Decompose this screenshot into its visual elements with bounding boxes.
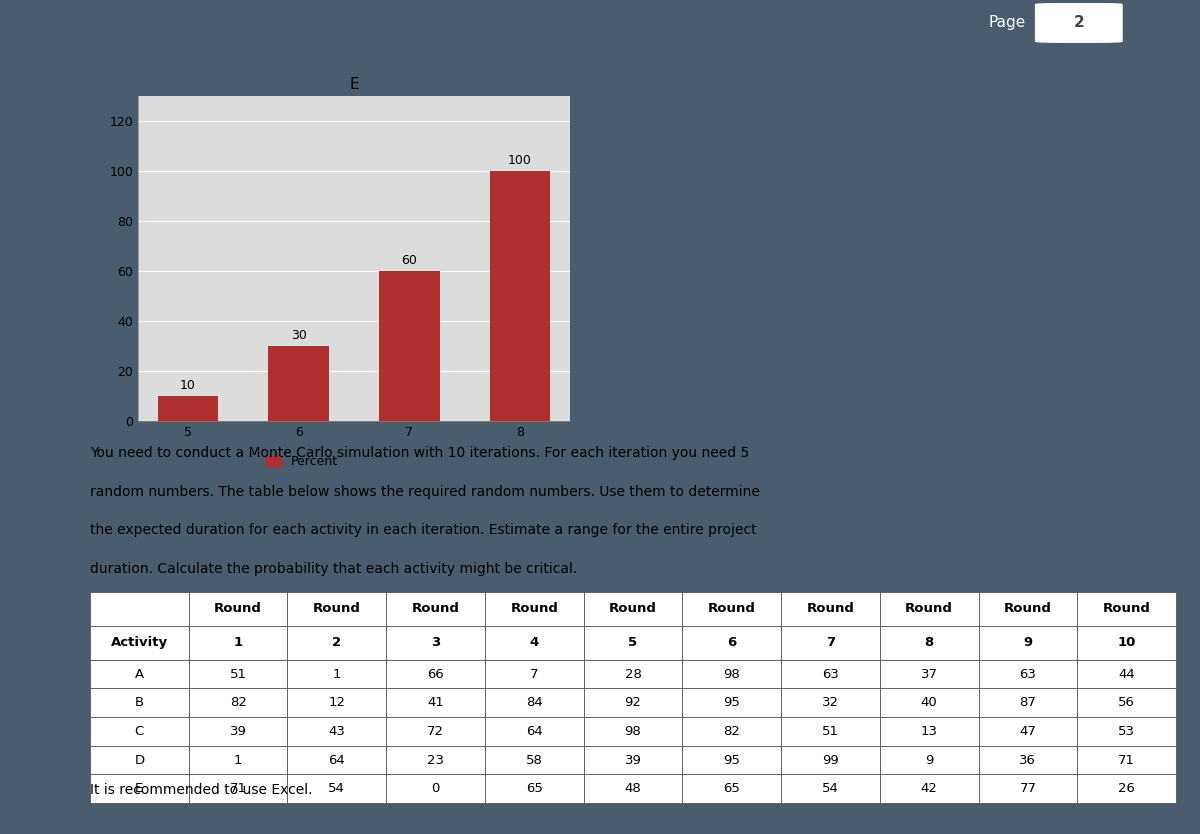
Text: <: < — [1040, 16, 1052, 30]
Text: Page: Page — [989, 16, 1026, 30]
Bar — [157, 396, 218, 421]
Bar — [379, 271, 439, 421]
Text: 30: 30 — [290, 329, 307, 342]
Text: 2: 2 — [1074, 16, 1084, 30]
FancyBboxPatch shape — [1036, 3, 1122, 43]
Text: duration. Calculate the probability that each activity might be critical.: duration. Calculate the probability that… — [90, 562, 577, 575]
Legend: Percent: Percent — [262, 450, 343, 474]
Text: random numbers. The table below shows the required random numbers. Use them to d: random numbers. The table below shows th… — [90, 485, 760, 499]
Text: >: > — [1098, 16, 1110, 30]
Text: 10: 10 — [180, 379, 196, 393]
Title: E: E — [349, 77, 359, 92]
Bar — [490, 171, 551, 421]
Text: It is recommended to use Excel.: It is recommended to use Excel. — [90, 783, 312, 797]
Text: 100: 100 — [508, 154, 532, 167]
Bar — [269, 346, 329, 421]
Text: You need to conduct a Monte Carlo simulation with 10 iterations. For each iterat: You need to conduct a Monte Carlo simula… — [90, 446, 749, 460]
Text: 60: 60 — [401, 254, 418, 268]
Text: the expected duration for each activity in each iteration. Estimate a range for : the expected duration for each activity … — [90, 523, 757, 537]
